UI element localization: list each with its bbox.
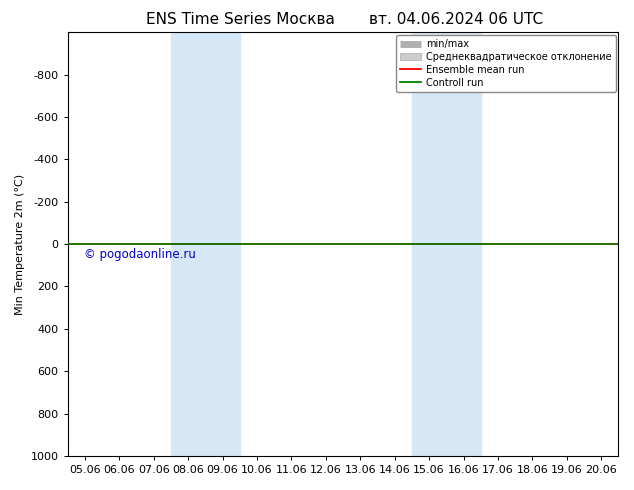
Text: © pogodaonline.ru: © pogodaonline.ru bbox=[84, 248, 196, 261]
Y-axis label: Min Temperature 2m (°C): Min Temperature 2m (°C) bbox=[15, 173, 25, 315]
Text: вт. 04.06.2024 06 UTC: вт. 04.06.2024 06 UTC bbox=[370, 12, 543, 27]
Bar bbox=[171, 32, 240, 456]
Bar bbox=[412, 32, 481, 456]
Text: ENS Time Series Москва: ENS Time Series Москва bbox=[146, 12, 335, 27]
Legend: min/max, Среднеквадратическое отклонение, Ensemble mean run, Controll run: min/max, Среднеквадратическое отклонение… bbox=[396, 35, 616, 92]
